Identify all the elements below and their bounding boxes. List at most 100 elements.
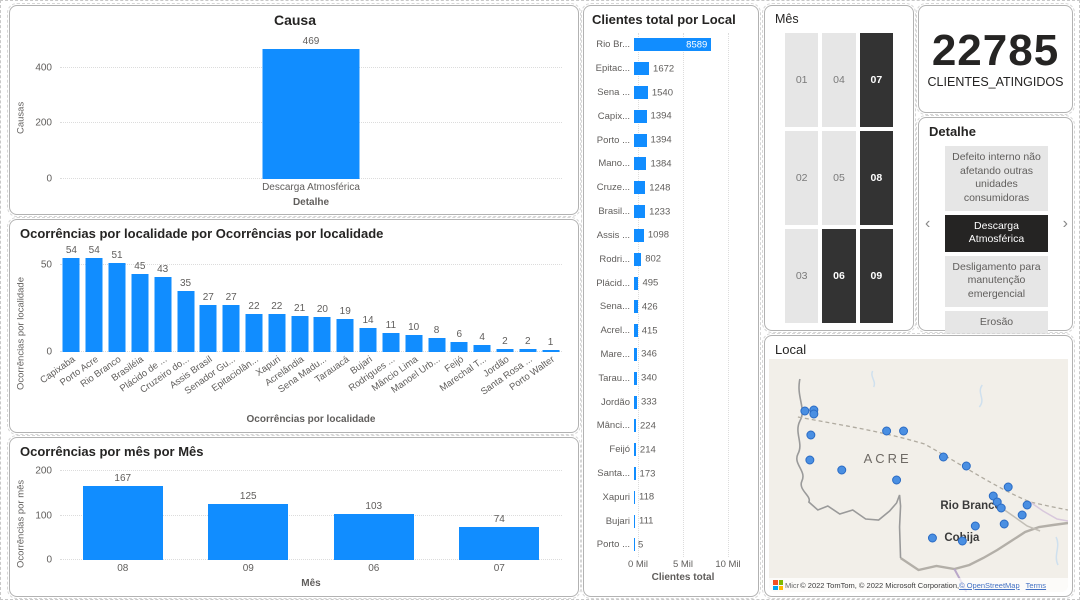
bar[interactable]	[634, 109, 647, 123]
bar-row[interactable]: Brasil... 1233	[590, 200, 754, 224]
bar[interactable]	[634, 443, 636, 457]
bar[interactable]	[333, 514, 414, 560]
map-bubble[interactable]	[837, 465, 847, 475]
mes-cell-09[interactable]: 09	[859, 229, 893, 323]
map-bubble[interactable]	[809, 409, 819, 419]
map-bubble[interactable]	[882, 426, 892, 436]
bar-row[interactable]: Rio Br... 8589	[590, 33, 754, 57]
map-bubble[interactable]	[806, 430, 816, 440]
bar[interactable]	[634, 276, 639, 290]
map-bubble[interactable]	[970, 521, 980, 531]
bar-row[interactable]: Plácid... 495	[590, 271, 754, 295]
bar-row[interactable]: Rodri... 802	[590, 247, 754, 271]
bar[interactable]	[359, 327, 377, 352]
bar[interactable]	[428, 338, 445, 352]
map-bubble[interactable]	[938, 452, 948, 462]
terms-link[interactable]: Terms	[1025, 580, 1047, 590]
bar[interactable]	[199, 305, 217, 352]
bar[interactable]	[82, 485, 163, 560]
bar[interactable]	[336, 319, 354, 352]
bar-row[interactable]: Santa... 173	[590, 462, 754, 486]
bar[interactable]	[634, 490, 636, 504]
bar[interactable]	[634, 228, 644, 242]
bar-row[interactable]: Tarau... 340	[590, 366, 754, 390]
openstreetmap-link[interactable]: © OpenStreetMap	[959, 580, 1020, 590]
bar[interactable]	[222, 305, 240, 352]
bar-row[interactable]: Epitac... 1672	[590, 57, 754, 81]
bar[interactable]	[634, 205, 646, 219]
bar[interactable]	[208, 504, 289, 560]
bar-row[interactable]: Acrel... 415	[590, 319, 754, 343]
detalhe-option-1[interactable]: Descarga Atmosférica	[945, 214, 1048, 252]
bar[interactable]	[634, 538, 635, 552]
detalhe-option-0[interactable]: Defeito interno não afetando outras unid…	[945, 146, 1048, 211]
bar[interactable]	[634, 395, 637, 409]
bar[interactable]	[634, 371, 638, 385]
bar[interactable]	[313, 317, 331, 352]
bar[interactable]	[634, 38, 712, 52]
bar-row[interactable]: Porto ... 1394	[590, 128, 754, 152]
map-bubble[interactable]	[1022, 500, 1032, 510]
bar[interactable]	[62, 258, 80, 352]
mes-cell-08[interactable]: 08	[859, 131, 893, 225]
bar-row[interactable]: Sena... 426	[590, 295, 754, 319]
bar[interactable]	[634, 514, 635, 528]
bar-row[interactable]: Assis ... 1098	[590, 224, 754, 248]
bar[interactable]	[459, 527, 540, 560]
bar-row[interactable]: Xapuri 118	[590, 485, 754, 509]
bar-row[interactable]: Porto ... 5	[590, 533, 754, 557]
bar-row[interactable]: Mare... 346	[590, 343, 754, 367]
bar[interactable]	[291, 315, 309, 352]
bar[interactable]	[177, 291, 194, 352]
bar[interactable]	[634, 300, 638, 314]
bar-row[interactable]: Cruze... 1248	[590, 176, 754, 200]
bar-row[interactable]: Jordão 333	[590, 390, 754, 414]
bar[interactable]	[382, 332, 400, 352]
bar[interactable]	[154, 277, 172, 352]
map-bubble[interactable]	[805, 455, 815, 465]
bar[interactable]	[496, 348, 514, 352]
detalhe-option-3[interactable]: Erosão	[945, 310, 1048, 335]
mes-cell-07[interactable]: 07	[859, 33, 893, 127]
bar[interactable]	[634, 252, 642, 266]
bar-row[interactable]: Mano... 1384	[590, 152, 754, 176]
mes-cell-02[interactable]: 02	[785, 131, 819, 225]
map-bubble[interactable]	[1017, 510, 1027, 520]
detalhe-option-2[interactable]: Desligamento para manutenção emergencial	[945, 255, 1048, 307]
bar[interactable]	[634, 86, 648, 100]
bar[interactable]	[519, 348, 537, 352]
chevron-right-icon[interactable]: ›	[1062, 215, 1068, 232]
bar-row[interactable]: Capix... 1394	[590, 104, 754, 128]
bar[interactable]	[634, 419, 637, 433]
bar-row[interactable]: Sena ... 1540	[590, 81, 754, 105]
map-bubble[interactable]	[899, 426, 909, 436]
map-bubble[interactable]	[996, 503, 1006, 513]
bar[interactable]	[542, 350, 560, 352]
bar[interactable]	[131, 273, 149, 352]
chevron-left-icon[interactable]: ‹	[925, 215, 931, 232]
map-bubble[interactable]	[927, 533, 937, 543]
bar[interactable]	[108, 263, 126, 352]
map-bubble[interactable]	[1003, 482, 1013, 492]
map-bubble[interactable]	[961, 461, 971, 471]
bar[interactable]	[634, 62, 650, 76]
bar[interactable]	[85, 258, 103, 352]
bar[interactable]	[268, 313, 286, 352]
bar-row[interactable]: Bujari 111	[590, 509, 754, 533]
bar[interactable]	[450, 341, 468, 352]
bar[interactable]	[634, 467, 636, 481]
mes-cell-06[interactable]: 06	[822, 229, 856, 323]
bar[interactable]	[634, 157, 647, 171]
bar[interactable]	[634, 181, 646, 195]
map-bubble[interactable]	[892, 475, 902, 485]
map-bubble[interactable]	[957, 536, 967, 546]
bar[interactable]	[634, 133, 647, 147]
mes-cell-03[interactable]: 03	[785, 229, 819, 323]
map-bubble[interactable]	[800, 406, 810, 416]
bar[interactable]	[473, 345, 491, 352]
map-bubble[interactable]	[999, 519, 1009, 529]
bar[interactable]	[634, 324, 638, 338]
mes-cell-04[interactable]: 04	[822, 33, 856, 127]
bar[interactable]	[634, 347, 638, 361]
